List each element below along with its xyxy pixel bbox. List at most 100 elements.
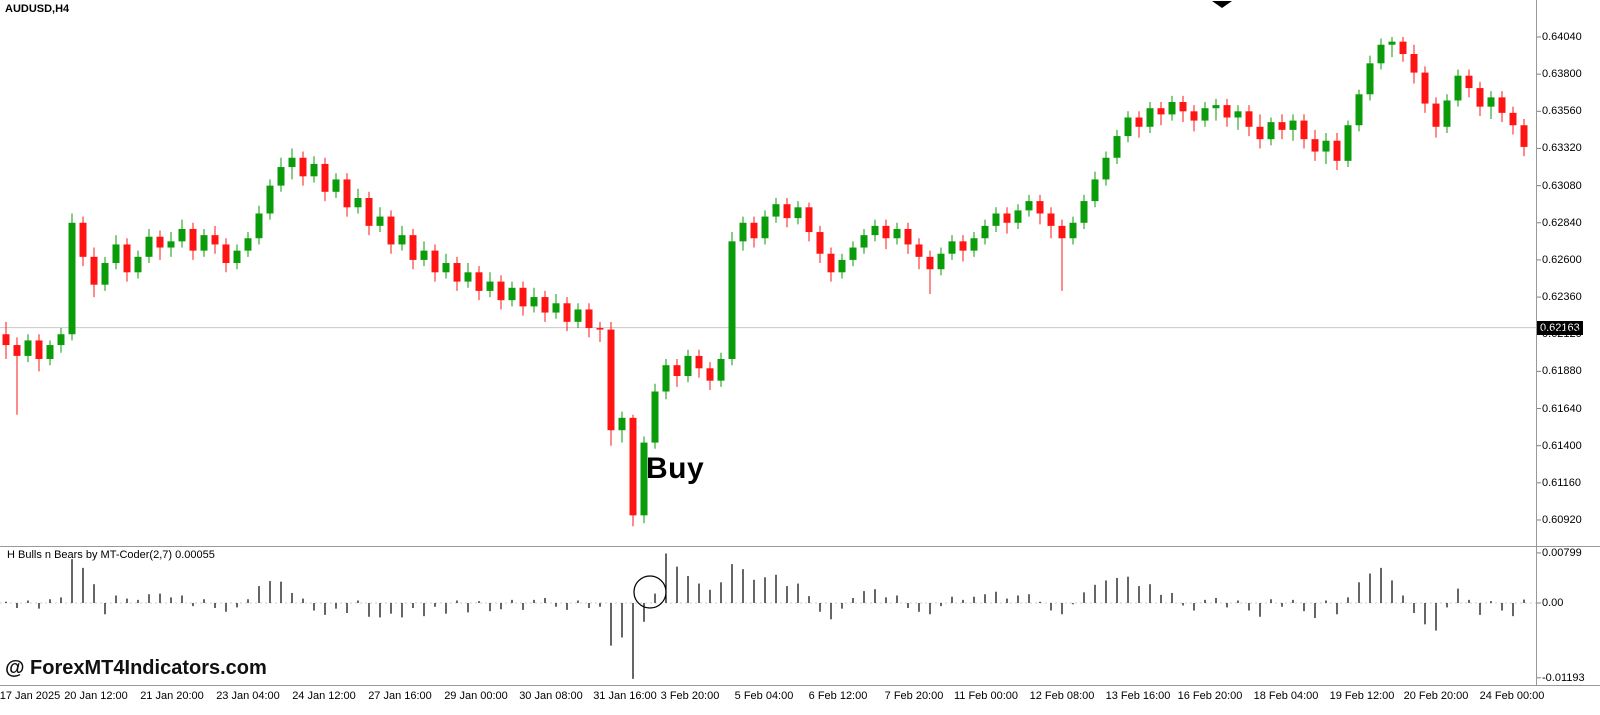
bull-candle bbox=[1487, 97, 1495, 107]
price-axis-label: 0.63560 bbox=[1542, 105, 1582, 118]
bear-candle bbox=[596, 328, 604, 330]
signal-circle-annotation bbox=[633, 575, 667, 609]
bear-candle bbox=[1223, 105, 1231, 118]
time-axis-label: 30 Jan 08:00 bbox=[519, 690, 583, 702]
time-axis-label: 11 Feb 00:00 bbox=[953, 690, 1019, 702]
bear-candle bbox=[497, 281, 505, 301]
bear-candle bbox=[607, 329, 615, 431]
bear-candle bbox=[13, 345, 21, 356]
bull-candle bbox=[618, 417, 626, 431]
bull-candle bbox=[651, 391, 659, 443]
bull-candle bbox=[464, 272, 472, 282]
bull-candle bbox=[794, 207, 802, 219]
time-axis-label: 16 Feb 20:00 bbox=[1177, 690, 1243, 702]
scroll-position-marker[interactable] bbox=[1212, 1, 1232, 8]
bull-candle bbox=[684, 355, 692, 377]
bull-candle bbox=[1014, 210, 1022, 223]
bear-candle bbox=[2, 334, 10, 346]
bull-candle bbox=[871, 225, 879, 236]
price-axis-label: 0.62840 bbox=[1542, 216, 1582, 229]
time-axis-label: 19 Feb 12:00 bbox=[1329, 690, 1395, 702]
indicator-axis-label: 0.00799 bbox=[1542, 546, 1582, 559]
bear-candle bbox=[519, 287, 527, 307]
bull-candle bbox=[508, 287, 516, 301]
price-axis-label: 0.61640 bbox=[1542, 402, 1582, 415]
price-axis-label: 0.61880 bbox=[1542, 365, 1582, 378]
bull-candle bbox=[200, 235, 208, 251]
time-axis-label: 27 Jan 16:00 bbox=[368, 690, 432, 702]
price-axis-label: 0.61160 bbox=[1542, 476, 1581, 489]
bear-candle bbox=[1036, 201, 1044, 214]
bull-candle bbox=[1168, 102, 1176, 115]
time-axis-label: 24 Jan 12:00 bbox=[292, 690, 356, 702]
price-axis-label: 0.63800 bbox=[1542, 68, 1582, 81]
buy-signal-annotation: Buy bbox=[646, 452, 705, 485]
bear-candle bbox=[563, 303, 571, 322]
bull-candle bbox=[1234, 111, 1242, 118]
time-axis-label: 5 Feb 04:00 bbox=[734, 690, 794, 702]
bear-candle bbox=[783, 204, 791, 219]
bear-candle bbox=[1476, 88, 1484, 107]
bull-candle bbox=[1344, 125, 1352, 161]
bear-candle bbox=[706, 368, 714, 381]
bear-candle bbox=[1421, 72, 1429, 104]
bull-candle bbox=[1388, 41, 1396, 45]
bull-candle bbox=[1322, 140, 1330, 152]
bear-candle bbox=[90, 256, 98, 285]
bear-candle bbox=[1465, 75, 1473, 89]
bear-candle bbox=[79, 222, 87, 257]
bull-candle bbox=[761, 216, 769, 239]
bear-candle bbox=[1135, 117, 1143, 127]
bull-candle bbox=[1124, 117, 1132, 137]
bull-candle bbox=[1289, 120, 1297, 130]
bear-candle bbox=[1410, 54, 1418, 73]
bull-candle bbox=[739, 222, 747, 242]
bull-candle bbox=[530, 297, 538, 307]
price-axis-label: 0.62600 bbox=[1542, 253, 1582, 266]
bear-candle bbox=[750, 222, 758, 239]
bull-candle bbox=[574, 309, 582, 322]
bull-candle bbox=[277, 167, 285, 186]
price-axis-label: 0.62360 bbox=[1542, 291, 1582, 304]
time-axis-label: 20 Jan 12:00 bbox=[64, 690, 128, 702]
bear-candle bbox=[926, 256, 934, 270]
price-axis-label: 0.63320 bbox=[1542, 142, 1582, 155]
time-axis-label: 18 Feb 04:00 bbox=[1253, 690, 1319, 702]
bear-candle bbox=[805, 207, 813, 233]
bear-candle bbox=[959, 241, 967, 251]
bear-candle bbox=[1003, 213, 1011, 223]
bear-candle bbox=[222, 244, 230, 264]
bear-candle bbox=[629, 417, 637, 516]
bear-candle bbox=[1333, 140, 1341, 161]
bull-candle bbox=[244, 238, 252, 251]
time-axis-label: 21 Jan 20:00 bbox=[140, 690, 204, 702]
time-axis-label: 3 Feb 20:00 bbox=[660, 690, 720, 702]
bear-candle bbox=[1498, 97, 1506, 113]
time-axis-label: 12 Feb 08:00 bbox=[1029, 690, 1095, 702]
time-axis-label: 23 Jan 04:00 bbox=[216, 690, 280, 702]
bull-candle bbox=[1355, 94, 1363, 126]
bear-candle bbox=[123, 244, 131, 273]
bear-candle bbox=[1058, 225, 1066, 239]
bear-candle bbox=[1509, 112, 1517, 126]
bear-candle bbox=[1520, 125, 1528, 147]
bull-candle bbox=[145, 236, 153, 257]
bull-candle bbox=[552, 303, 560, 313]
bear-candle bbox=[904, 228, 912, 245]
bull-candle bbox=[46, 345, 54, 359]
bear-candle bbox=[1278, 122, 1286, 130]
bear-candle bbox=[915, 244, 923, 257]
bear-candle bbox=[1179, 102, 1187, 112]
indicator-name-label: H Bulls n Bears by MT-Coder(2,7) 0.00055 bbox=[7, 549, 215, 561]
price-axis-label: 0.63080 bbox=[1542, 179, 1582, 192]
bull-candle bbox=[640, 442, 648, 516]
bear-candle bbox=[409, 235, 417, 260]
bear-candle bbox=[321, 163, 329, 192]
bull-candle bbox=[288, 157, 296, 168]
bull-candle bbox=[772, 204, 780, 217]
bull-candle bbox=[1267, 122, 1275, 140]
bear-candle bbox=[156, 236, 164, 248]
bull-candle bbox=[112, 244, 120, 264]
bear-candle bbox=[35, 340, 43, 359]
